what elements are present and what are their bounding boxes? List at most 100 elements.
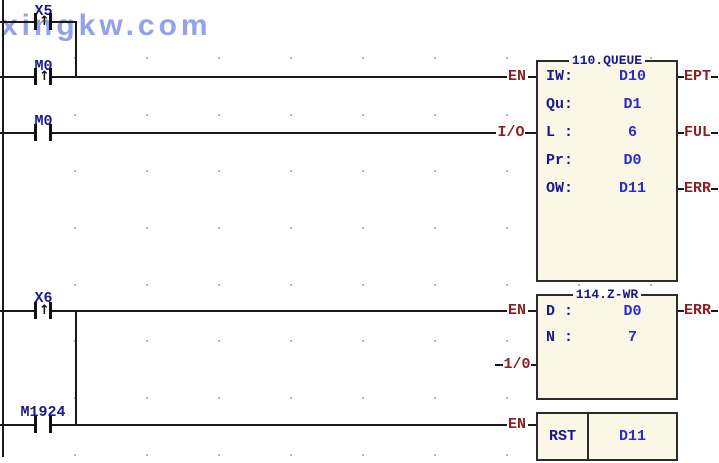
- grid-dot: [218, 227, 220, 229]
- rst-operand[interactable]: D11: [618, 428, 646, 445]
- queue-io-pin: I/O: [497, 124, 525, 141]
- queue-param-value[interactable]: D10: [618, 68, 646, 85]
- grid-dot: [218, 57, 220, 59]
- zwr-err-pin: ERR: [684, 302, 712, 319]
- grid-dot: [74, 170, 76, 172]
- rung2-wire: [0, 76, 35, 78]
- grid-dot: [362, 170, 364, 172]
- branch-wire: [75, 310, 77, 426]
- rung1-wire: [51, 21, 76, 23]
- queue-param-label: Pr:: [546, 152, 574, 169]
- pin-stub: [711, 310, 718, 312]
- rung3-wire: [0, 132, 35, 134]
- rung3-wire: [51, 132, 496, 134]
- rising-edge-icon: ↑: [39, 303, 50, 318]
- grid-dot: [290, 284, 292, 286]
- queue-function-block[interactable]: [536, 60, 678, 282]
- grid-dot: [290, 227, 292, 229]
- grid-dot: [218, 454, 220, 456]
- grid-dot: [290, 454, 292, 456]
- grid-dot: [434, 454, 436, 456]
- grid-dot: [362, 114, 364, 116]
- grid-dot: [146, 170, 148, 172]
- grid-dot: [506, 227, 508, 229]
- queue-param-value[interactable]: D1: [623, 96, 642, 113]
- queue-param-value[interactable]: 6: [627, 124, 637, 141]
- pin-stub: [711, 188, 718, 190]
- pin-stub: [711, 132, 718, 134]
- queue-param-label: L :: [546, 124, 574, 141]
- zwr-param-value[interactable]: 7: [627, 329, 637, 346]
- rung5-wire: [528, 424, 538, 426]
- contact-bar: [49, 302, 52, 319]
- grid-dot: [434, 340, 436, 342]
- contact-label: M0: [34, 113, 53, 130]
- grid-dot: [506, 397, 508, 399]
- grid-dot: [146, 340, 148, 342]
- zwr-param-label: N :: [546, 329, 574, 346]
- grid-dot: [74, 227, 76, 229]
- grid-dot: [434, 57, 436, 59]
- queue-ful-pin: FUL: [684, 124, 712, 141]
- rising-edge-icon: ↑: [39, 14, 50, 29]
- grid-dot: [218, 114, 220, 116]
- zwr-block-title: 114.Z-WR: [537, 287, 677, 303]
- queue-param-value[interactable]: D11: [618, 180, 646, 197]
- rung1-wire: [0, 21, 35, 23]
- grid-dot: [290, 57, 292, 59]
- grid-dot: [434, 114, 436, 116]
- grid-dot: [506, 284, 508, 286]
- rung5-wire: [0, 424, 35, 426]
- rung4-wire: [0, 310, 35, 312]
- grid-dot: [146, 397, 148, 399]
- left-power-rail: [2, 0, 4, 457]
- grid-dot: [362, 454, 364, 456]
- rung4-wire: [528, 310, 538, 312]
- zwr-en-pin: EN: [507, 302, 526, 319]
- grid-dot: [146, 114, 148, 116]
- queue-block-title: 110.QUEUE: [537, 53, 677, 69]
- grid-dot: [578, 284, 580, 286]
- zwr-param-label: D :: [546, 303, 574, 320]
- contact-bar: [34, 302, 37, 319]
- zwr-function-block[interactable]: [536, 294, 678, 400]
- grid-dot: [290, 114, 292, 116]
- zwr-param-value[interactable]: D0: [623, 303, 642, 320]
- grid-dot: [146, 227, 148, 229]
- rst-opcode[interactable]: RST: [548, 428, 576, 445]
- contact-bar: [49, 416, 52, 433]
- grid-dot: [650, 284, 652, 286]
- contact-bar: [49, 68, 52, 85]
- grid-dot: [362, 227, 364, 229]
- pin-stub: [495, 364, 503, 366]
- contact-bar: [34, 124, 37, 141]
- grid-dot: [506, 170, 508, 172]
- contact-bar: [34, 416, 37, 433]
- pin-stub: [531, 364, 538, 366]
- grid-dot: [290, 170, 292, 172]
- grid-dot: [506, 454, 508, 456]
- queue-param-label: Qu:: [546, 96, 574, 113]
- rst-en-pin: EN: [507, 416, 526, 433]
- grid-dot: [74, 114, 76, 116]
- grid-dot: [74, 454, 76, 456]
- rst-instruction-block[interactable]: [536, 412, 678, 461]
- rung5-wire: [51, 424, 507, 426]
- grid-dot: [506, 114, 508, 116]
- grid-dot: [362, 340, 364, 342]
- grid-dot: [362, 397, 364, 399]
- pin-stub: [677, 188, 684, 190]
- contact-bar: [34, 68, 37, 85]
- rung2-wire: [51, 76, 507, 78]
- pin-stub: [711, 76, 718, 78]
- grid-dot: [218, 284, 220, 286]
- branch-wire: [75, 21, 77, 78]
- queue-param-value[interactable]: D0: [623, 152, 642, 169]
- grid-dot: [434, 284, 436, 286]
- rung4-wire: [51, 310, 507, 312]
- grid-dot: [290, 397, 292, 399]
- contact-label: X5: [34, 3, 53, 20]
- grid-dot: [434, 170, 436, 172]
- grid-dot: [218, 170, 220, 172]
